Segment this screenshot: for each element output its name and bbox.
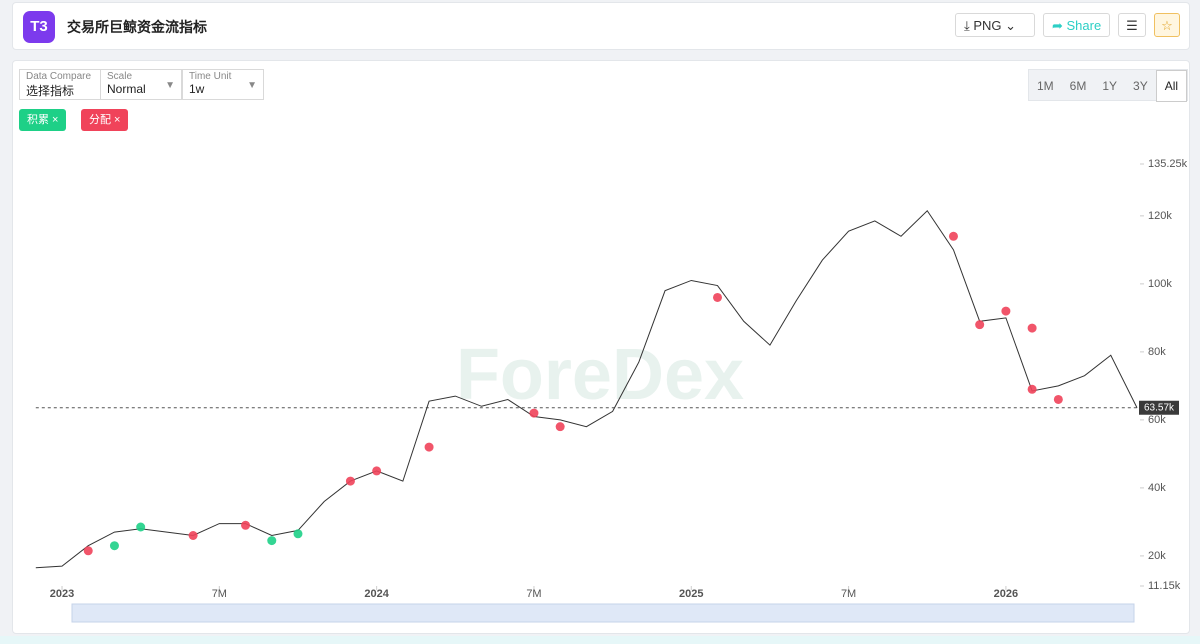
legend-label: 分配 [89,114,111,126]
range-button[interactable]: 1Y [1102,79,1118,93]
range-button[interactable]: All [1155,70,1188,102]
signal-marker [424,442,434,452]
signal-marker [372,466,382,476]
settings-button[interactable]: ☰ [1118,13,1146,37]
price-badge-label: 63.57k [1144,402,1175,413]
y-tick-label: 40k [1148,482,1166,494]
y-tick-label: 80k [1148,346,1166,358]
button-label: PNG [973,18,1002,33]
control-value: 1w [189,82,205,96]
x-tick-label: 7M [526,588,541,600]
chart-card: Data Compare 选择指标 Scale Normal ▼ Time Unit 1… [12,60,1190,634]
legend-label: 积累 [27,114,49,126]
signal-marker [109,541,119,551]
time-unit-select[interactable]: Time Unit 1w ▼ [182,69,264,100]
range-buttons: 1M 6M 1Y 3Y All [1028,69,1189,102]
y-tick-label: 11.15k [1148,580,1181,592]
y-tick-label: 120k [1148,210,1172,222]
legend-tag[interactable]: 分配 × [81,109,129,131]
logo: T3 [23,11,55,43]
favorite-button[interactable]: ☆ [1154,13,1180,37]
page-title: 交易所巨鲸资金流指标 [67,19,207,35]
price-badge [1139,400,1179,415]
x-tick-label: 2025 [679,588,703,600]
signal-marker [267,536,277,546]
y-tick-label: 20k [1148,550,1166,562]
signal-marker [188,531,198,541]
x-tick-label: 2023 [50,588,74,600]
control-label: Scale [107,71,133,82]
signal-marker [83,546,93,556]
button-label: Share [1066,18,1102,33]
control-value: Normal [107,82,146,96]
header: T3 交易所巨鲸资金流指标 ⤓ PNG ⌄ ➦ Share ☰ ☆ [12,2,1190,50]
x-tick-label: 2024 [364,588,389,600]
range-button[interactable]: 3Y [1133,79,1148,93]
signal-marker [136,522,146,532]
signal-marker [1027,384,1037,394]
footer-strip [0,636,1200,644]
x-tick-label: 7M [212,588,227,600]
signal-marker [241,520,251,530]
price-line [35,209,1138,569]
scale-select[interactable]: Scale Normal ▼ [100,69,182,100]
control-value: 选择指标 [26,84,75,98]
share-button[interactable]: ➦ Share [1043,13,1110,37]
x-tick-label: 2026 [994,588,1018,600]
png-button[interactable]: ⤓ PNG ⌄ [955,13,1035,37]
signal-marker [948,231,958,241]
signal-marker [712,292,722,302]
watermark: ForeDex [456,335,744,415]
control-label: Data Compare [26,71,92,82]
navigator[interactable] [71,603,1135,623]
signal-marker [345,476,355,486]
legend-tag[interactable]: 积累 × [19,109,67,131]
range-button[interactable]: 6M [1069,79,1087,93]
signal-marker [529,408,539,418]
signal-marker [975,320,985,330]
signal-marker [1053,394,1063,404]
x-tick-label: 7M [841,588,856,600]
y-tick-label: 100k [1148,278,1172,290]
y-tick-label: 60k [1148,414,1166,426]
range-button[interactable]: 1M [1037,79,1054,93]
signal-marker [555,422,565,432]
y-tick-label: 135.25k [1148,158,1188,170]
signal-marker [293,529,303,539]
signal-marker [1027,323,1037,333]
signal-marker [1001,306,1011,316]
control-label: Time Unit [189,71,232,82]
